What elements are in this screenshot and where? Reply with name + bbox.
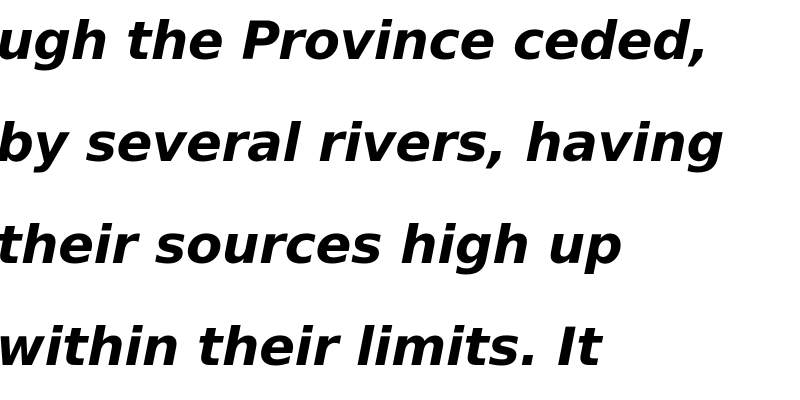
text-line-1: ugh the Province ceded, [0,11,710,72]
text-line-3: their sources high up [0,215,623,276]
text-excerpt: ugh the Province ceded, by several river… [0,6,800,400]
text-line-2: by several rivers, having [0,113,724,174]
text-line-4: within their limits. It [0,317,602,378]
